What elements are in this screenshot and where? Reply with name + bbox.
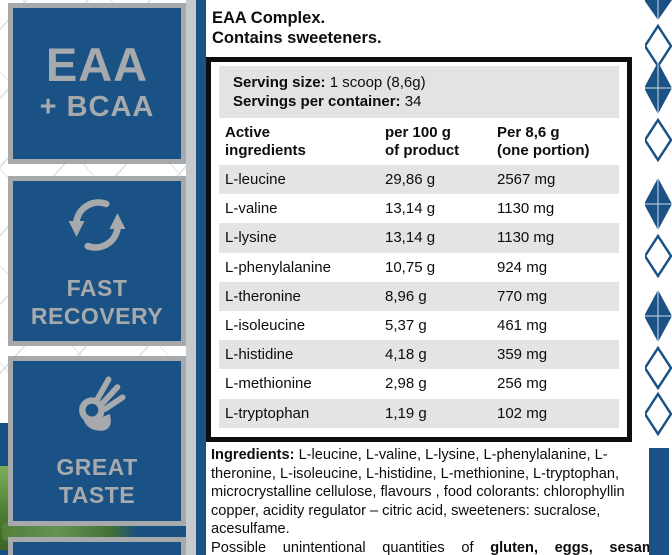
column-header-active-ingredients: Active ingredients [225, 123, 306, 159]
ingredients-label: Ingredients: [211, 447, 295, 463]
ingredient-portion: 770 mg [497, 287, 548, 305]
product-heading: EAA Complex. Contains sweeteners. [212, 8, 382, 48]
label-seam-gray [186, 0, 196, 555]
ingredients-body: L-leucine, L-valine, L-lysine, L-phenyla… [211, 447, 625, 538]
nutrition-facts-box: Serving size: 1 scoop (8,6g) Servings pe… [206, 57, 632, 442]
ingredient-per100: 13,14 g [385, 229, 436, 247]
ingredient-portion: 256 mg [497, 375, 548, 393]
table-row: L-isoleucine 5,37 g 461 mg [219, 311, 619, 340]
label-seam-blue [196, 0, 206, 555]
ingredient-name: L-histidine [225, 346, 294, 364]
diamond-pattern [643, 0, 672, 450]
allergen-warning: Possible unintentional quantities of glu… [211, 539, 663, 555]
column-header-per-100g: per 100 g of product [385, 123, 460, 159]
ingredients-paragraph: Ingredients: L-leucine, L-valine, L-lysi… [211, 446, 663, 539]
table-row: L-phenylalanine 10,75 g 924 mg [219, 253, 619, 282]
refresh-arrows-icon [64, 192, 130, 263]
table-row: L-histidine 4,18 g 359 mg [219, 340, 619, 370]
page-title: EAA Complex. [212, 9, 326, 27]
ingredient-portion: 359 mg [497, 346, 548, 364]
ingredient-portion: 102 mg [497, 404, 548, 422]
serving-info: Serving size: 1 scoop (8,6g) Servings pe… [219, 66, 619, 118]
ingredient-name: L-lysine [225, 229, 277, 247]
ingredient-portion: 1130 mg [497, 200, 555, 218]
ingredient-portion: 461 mg [497, 317, 548, 335]
ok-hand-icon [65, 373, 129, 442]
blue-edge-bar [649, 448, 669, 555]
badge-bcaa-text: + BCAA [39, 91, 155, 124]
ingredient-portion: 1130 mg [497, 229, 555, 247]
table-row: L-tryptophan 1,19 g 102 mg [219, 398, 619, 428]
servings-label: Servings per container: [233, 93, 401, 110]
table-row: L-valine 13,14 g 1130 mg [219, 194, 619, 223]
table-row: L-leucine 29,86 g 2567 mg [219, 165, 619, 195]
ingredient-portion: 924 mg [497, 258, 548, 276]
ingredient-name: L-theronine [225, 287, 301, 305]
table-header: Active ingredients per 100 g of product … [219, 118, 619, 165]
ingredient-portion: 2567 mg [497, 171, 556, 189]
ingredient-name: L-leucine [225, 171, 286, 189]
servings-value: 34 [400, 93, 422, 110]
ingredient-name: L-isoleucine [225, 317, 306, 335]
badge-great-taste-label: GREAT TASTE [56, 454, 138, 508]
allergen-prefix: Possible unintentional quantities of [211, 539, 491, 555]
ingredient-name: L-tryptophan [225, 404, 310, 422]
badge-fast-recovery-label: FAST RECOVERY [30, 275, 164, 329]
allergen-list: gluten, eggs, sesame [490, 539, 663, 555]
ingredient-name: L-methionine [225, 375, 312, 393]
ingredient-per100: 13,14 g [385, 200, 436, 218]
ingredient-per100: 8,96 g [385, 287, 427, 305]
ingredient-per100: 10,75 g [385, 258, 436, 276]
badge-eaa-bcaa: EAA + BCAA [8, 3, 186, 164]
column-header-per-portion: Per 8,6 g (one portion) [497, 123, 590, 159]
table-row: L-methionine 2,98 g 256 mg [219, 369, 619, 398]
table-row: L-lysine 13,14 g 1130 mg [219, 223, 619, 253]
badge-fast-recovery: FAST RECOVERY [8, 176, 186, 346]
servings-per-container-line: Servings per container: 34 [233, 92, 613, 111]
ingredient-per100: 4,18 g [385, 346, 427, 364]
ingredient-per100: 5,37 g [385, 317, 427, 335]
ingredient-name: L-phenylalanine [225, 258, 331, 276]
badge-partial-bottom [8, 537, 186, 555]
ingredient-name: L-valine [225, 200, 278, 218]
ingredient-per100: 29,86 g [385, 171, 436, 189]
ingredients-section: Ingredients: L-leucine, L-valine, L-lysi… [211, 446, 663, 555]
serving-size-value: 1 scoop (8,6g) [325, 74, 426, 91]
badge-great-taste: GREAT TASTE [8, 356, 186, 526]
serving-size-label: Serving size: [233, 74, 326, 91]
badge-eaa-text: EAA [45, 37, 149, 91]
serving-size-line: Serving size: 1 scoop (8,6g) [233, 73, 613, 92]
table-row: L-theronine 8,96 g 770 mg [219, 281, 619, 311]
page-subtitle: Contains sweeteners. [212, 29, 382, 47]
ingredient-per100: 1,19 g [385, 404, 427, 422]
ingredient-per100: 2,98 g [385, 375, 427, 393]
